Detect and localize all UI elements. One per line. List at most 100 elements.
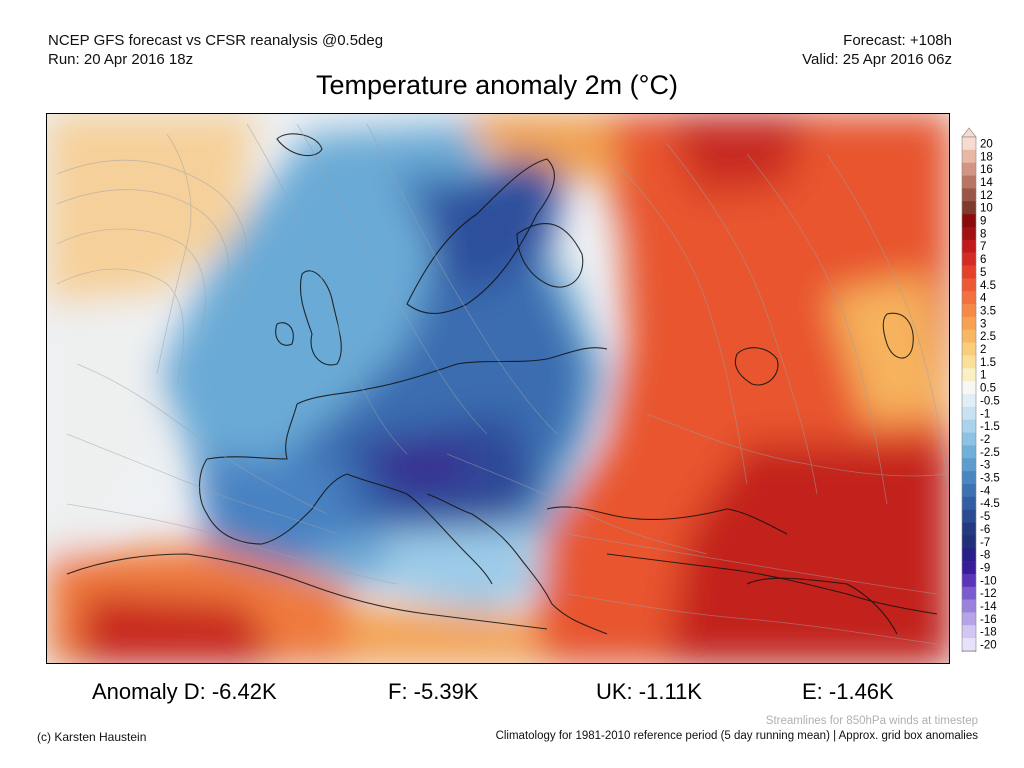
colorbar-label: -7 — [980, 537, 990, 549]
colorbar-label: -12 — [980, 588, 997, 600]
colorbar-swatch — [962, 239, 976, 253]
colorbar-label: 1 — [980, 370, 986, 382]
colorbar-swatch — [962, 252, 976, 266]
colorbar-label: -20 — [980, 640, 997, 652]
colorbar-label: -14 — [980, 601, 997, 613]
map-title: Temperature anomaly 2m (°C) — [316, 70, 678, 100]
colorbar-swatch — [962, 175, 976, 189]
colorbar-label: 18 — [980, 151, 993, 163]
colorbar-label: -6 — [980, 524, 990, 536]
colorbar-label: -2 — [980, 434, 990, 446]
colorbar-swatch — [962, 149, 976, 163]
colorbar-label: 3 — [980, 318, 986, 330]
colorbar-swatch — [962, 394, 976, 408]
colorbar-arrow-top — [961, 127, 977, 138]
stat-uk: UK: -1.11K — [596, 679, 702, 704]
colorbar-swatch — [962, 406, 976, 420]
colorbar-swatch — [962, 381, 976, 395]
colorbar-label: 2.5 — [980, 331, 996, 343]
forecast-lead: Forecast: +108h — [843, 32, 952, 49]
colorbar-label: 8 — [980, 228, 986, 240]
colorbar-label: -5 — [980, 511, 990, 523]
colorbar-label: 5 — [980, 267, 986, 279]
colorbar-swatch — [962, 304, 976, 318]
colorbar-label: -4 — [980, 485, 991, 497]
climatology-note: Climatology for 1981-2010 reference peri… — [495, 730, 978, 742]
colorbar-swatch — [962, 342, 976, 356]
colorbar-swatch — [962, 471, 976, 485]
colorbar: 20 18 16 14 12 10 9 8 7 6 5 4.5 4 3.5 3 2.5 2 1.5 1 0.5 -0.5… — [960, 127, 1020, 661]
colorbar-label: -9 — [980, 562, 990, 574]
colorbar-swatch — [962, 638, 976, 652]
forecast-info: Forecast: +108h Valid: 25 Apr 2016 06z — [802, 31, 952, 69]
colorbar-swatch — [962, 316, 976, 331]
colorbar-label: -3.5 — [980, 473, 1000, 485]
colorbar-label: 0.5 — [980, 383, 996, 395]
colorbar-swatch — [962, 535, 976, 549]
colorbar-label: 14 — [980, 177, 993, 189]
colorbar-label: 7 — [980, 241, 986, 253]
colorbar-swatch — [962, 599, 976, 613]
colorbar-canvas: 201816141210987654.543.532.521.510.5-0.5… — [961, 127, 1000, 661]
colorbar-label: 4.5 — [980, 280, 996, 292]
colorbar-swatch — [962, 458, 976, 472]
colorbar-swatch — [962, 561, 976, 575]
colorbar-label: 1.5 — [980, 357, 996, 369]
colorbar-label: -3 — [980, 460, 990, 472]
colorbar-swatch — [962, 188, 976, 202]
stat-spain: E: -1.46K — [802, 679, 894, 704]
colorbar-label: 20 — [980, 138, 993, 150]
anomaly-map-canvas — [47, 114, 949, 663]
colorbar-label: -1.5 — [980, 421, 1000, 433]
colorbar-swatch — [962, 226, 976, 241]
colorbar-swatch — [962, 368, 976, 382]
colorbar-label: -8 — [980, 550, 990, 562]
colorbar-label: 4 — [980, 293, 987, 305]
colorbar-label: 9 — [980, 216, 986, 228]
colorbar-swatch — [962, 265, 976, 279]
colorbar-label: 12 — [980, 190, 993, 202]
colorbar-label: -10 — [980, 575, 997, 587]
colorbar-label: 10 — [980, 203, 993, 215]
colorbar-swatch — [962, 509, 976, 523]
colorbar-label: 2 — [980, 344, 986, 356]
colorbar-swatch — [962, 432, 976, 446]
colorbar-swatch — [962, 214, 976, 228]
model-description: NCEP GFS forecast vs CFSR reanalysis @0.… — [48, 32, 384, 49]
colorbar-swatch — [962, 291, 976, 305]
colorbar-swatch — [962, 278, 976, 292]
colorbar-swatch — [962, 201, 976, 215]
colorbar-label: 3.5 — [980, 305, 996, 317]
colorbar-label: -2.5 — [980, 447, 1000, 459]
colorbar-swatch — [962, 483, 976, 498]
colorbar-swatch — [962, 522, 976, 536]
colorbar-swatch — [962, 162, 976, 176]
colorbar-label: -1 — [980, 408, 990, 420]
anomaly-map — [46, 113, 950, 664]
colorbar-label: 6 — [980, 254, 986, 266]
colorbar-label: -16 — [980, 614, 997, 626]
colorbar-swatch — [962, 586, 976, 600]
colorbar-swatch — [962, 355, 976, 369]
colorbar-label: -18 — [980, 627, 997, 639]
colorbar-swatch — [962, 137, 976, 151]
colorbar-swatch — [962, 573, 976, 588]
stat-germany: Anomaly D: -6.42K — [92, 679, 277, 704]
copyright: (c) Karsten Haustein — [37, 730, 147, 744]
valid-time: Valid: 25 Apr 2016 06z — [802, 51, 952, 68]
streamline-note: Streamlines for 850hPa winds at timestep — [765, 715, 978, 727]
run-info: NCEP GFS forecast vs CFSR reanalysis @0.… — [48, 31, 383, 69]
colorbar-frame — [961, 136, 977, 652]
colorbar-swatch — [962, 329, 976, 343]
colorbar-swatch — [962, 548, 976, 562]
colorbar-swatch — [962, 625, 976, 639]
stat-france: F: -5.39K — [388, 679, 479, 704]
colorbar-label: 16 — [980, 164, 993, 176]
colorbar-label: -4.5 — [980, 498, 1000, 510]
run-time: Run: 20 Apr 2016 18z — [48, 51, 194, 68]
colorbar-label: -0.5 — [980, 395, 1000, 407]
colorbar-swatch — [962, 496, 976, 510]
colorbar-swatch — [962, 445, 976, 459]
colorbar-swatch — [962, 612, 976, 626]
colorbar-swatch — [962, 419, 976, 433]
